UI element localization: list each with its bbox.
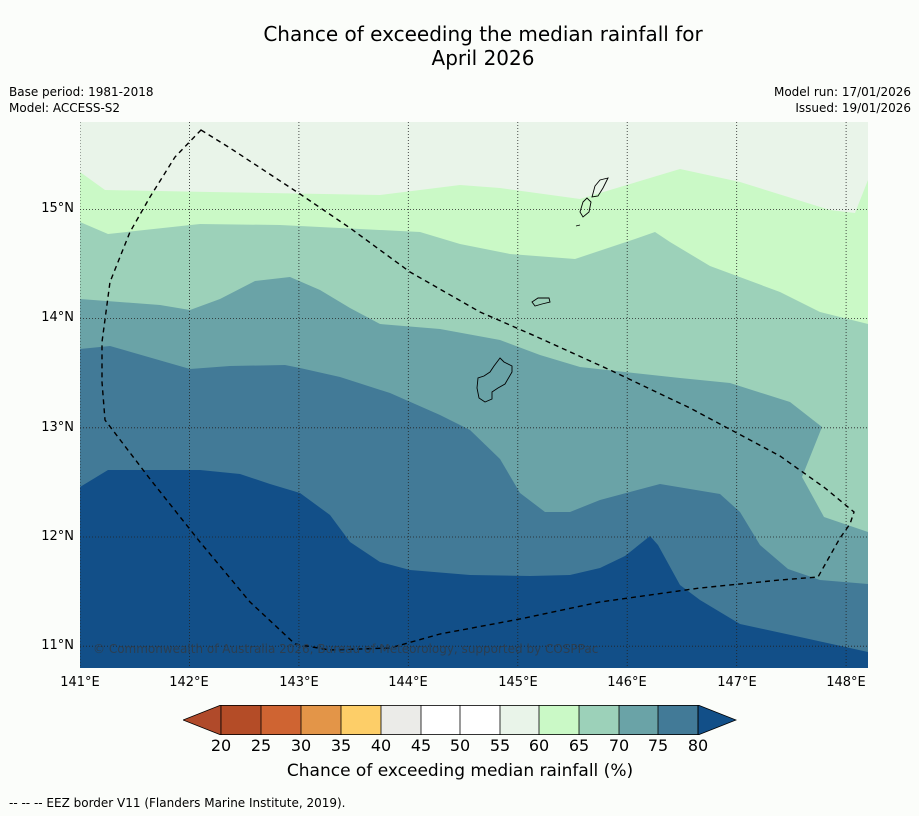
colorbar-tick-80: 80 [687, 736, 709, 755]
colorbar-tick-20: 20 [210, 736, 232, 755]
colorbar-low-arrow [183, 705, 222, 735]
gridlines [80, 122, 868, 668]
band-above-80 [80, 470, 868, 668]
lon-label-141: 141°E [60, 675, 100, 690]
colorbar-high-arrow [697, 705, 737, 735]
lat-label-15: 15°N [41, 201, 74, 216]
lon-label-143: 143°E [279, 675, 319, 690]
colorbar-tick-25: 25 [250, 736, 272, 755]
colorbar-segment-65-70 [579, 705, 619, 735]
lon-label-147: 147°E [717, 675, 757, 690]
colorbar-tick-65: 65 [568, 736, 590, 755]
model-run: Model run: 17/01/2026 [773, 85, 911, 99]
map-title: Chance of exceeding the median rainfall … [0, 22, 919, 70]
colorbar-segment-35-40 [341, 705, 381, 735]
rainfall-map: © Commonwealth of Australia 2026, Bureau… [80, 122, 868, 668]
colorbar-segment-75-80 [658, 705, 698, 735]
colorbar-segment-50-55 [460, 705, 500, 735]
island-tinian [579, 197, 592, 218]
title-line-1: Chance of exceeding the median rainfall … [263, 22, 703, 46]
issued-date: Issued: 19/01/2026 [795, 101, 911, 115]
colorbar-tick-55: 55 [489, 736, 511, 755]
meta-left: Base period: 1981-2018 Model: ACCESS-S2 [9, 84, 154, 116]
colorbar-segment-40-45 [381, 705, 421, 735]
colorbar-segment-45-50 [421, 705, 460, 735]
islet [575, 224, 581, 227]
colorbar-segment-30-35 [301, 705, 341, 735]
islands [476, 177, 609, 403]
lon-label-142: 142°E [169, 675, 209, 690]
title-line-2: April 2026 [431, 46, 535, 70]
island-saipan [591, 177, 609, 198]
meta-right: Model run: 17/01/2026 Issued: 19/01/2026 [774, 84, 911, 116]
colorbar-tick-40: 40 [370, 736, 392, 755]
lon-label-144: 144°E [388, 675, 428, 690]
colorbar-tick-60: 60 [528, 736, 550, 755]
colorbar-tick-30: 30 [290, 736, 312, 755]
lon-label-145: 145°E [498, 675, 538, 690]
base-period: Base period: 1981-2018 [9, 85, 154, 99]
colorbar-title: Chance of exceeding median rainfall (%) [286, 761, 634, 781]
colorbar-segment-25-30 [261, 705, 301, 735]
colorbar-tick-35: 35 [330, 736, 352, 755]
colorbar-segment-20-25 [221, 705, 261, 735]
colorbar-tick-50: 50 [449, 736, 471, 755]
island-guam [476, 357, 513, 403]
copyright-text: © Commonwealth of Australia 2026, Bureau… [93, 642, 598, 656]
model-name: Model: ACCESS-S2 [9, 101, 121, 115]
colorbar-segment-70-75 [619, 705, 658, 735]
lat-label-12: 12°N [41, 529, 74, 544]
lat-label-11: 11°N [41, 638, 74, 653]
lat-label-13: 13°N [41, 420, 74, 435]
lon-label-148: 148°E [826, 675, 866, 690]
eez-footnote: -- -- -- EEZ border V11 (Flanders Marine… [9, 796, 346, 810]
colorbar-tick-70: 70 [608, 736, 630, 755]
colorbar [183, 705, 737, 735]
island-rota [531, 297, 551, 307]
colorbar-segment-60-65 [539, 705, 579, 735]
colorbar-segment-55-60 [500, 705, 539, 735]
colorbar-tick-75: 75 [647, 736, 669, 755]
colorbar-tick-45: 45 [410, 736, 432, 755]
lon-label-146: 146°E [607, 675, 647, 690]
eez-border [101, 129, 855, 651]
colorbar-outline [220, 705, 699, 735]
lat-label-14: 14°N [41, 310, 74, 325]
